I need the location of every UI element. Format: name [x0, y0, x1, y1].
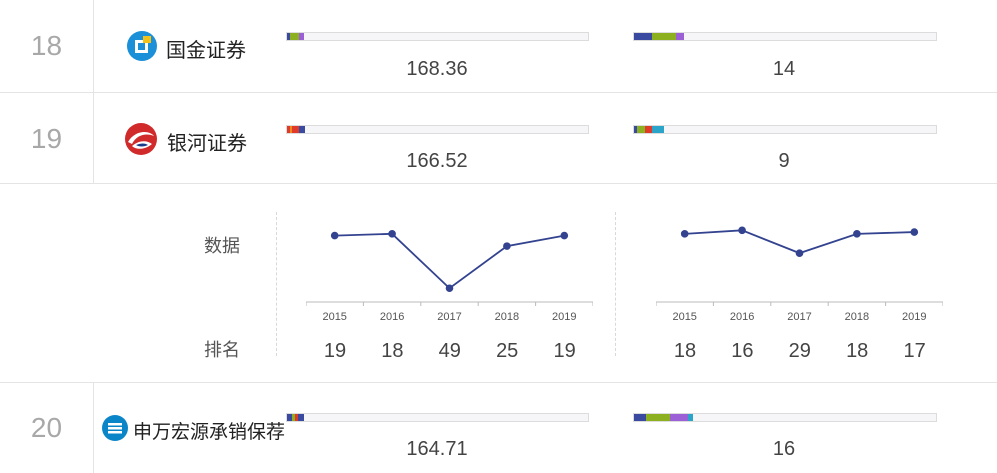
bar-segment — [652, 126, 665, 133]
bar-segment — [290, 33, 300, 40]
bar-segment — [634, 126, 638, 133]
bar-segment — [637, 126, 645, 133]
count-value: 9 — [778, 150, 790, 172]
company-name: 国金证券 — [166, 40, 246, 62]
bar-segment — [634, 33, 653, 40]
x-tick-label: 2019 — [552, 311, 576, 323]
score-bar — [286, 413, 589, 422]
yearly-rank: 49 — [438, 340, 461, 362]
x-tick-label: 2017 — [437, 311, 461, 323]
company-logo: 银河证券 — [123, 122, 247, 161]
bar-segment — [287, 33, 290, 40]
score-value: 164.71 — [406, 438, 468, 460]
bar-segment — [644, 126, 653, 133]
data-point — [330, 231, 339, 240]
x-tick-label: 2018 — [495, 311, 519, 323]
data-point — [560, 231, 569, 240]
x-tick-label: 2017 — [787, 311, 811, 323]
count-bar — [633, 125, 937, 134]
rank-number: 20 — [0, 382, 94, 473]
yearly-rank: 16 — [731, 340, 754, 362]
data-point — [795, 249, 804, 257]
guojin-logo-icon — [126, 30, 158, 67]
company-logo: 申万宏源承销保荐 — [101, 414, 285, 447]
score-value: 168.36 — [406, 58, 468, 80]
bar-segment — [290, 126, 292, 133]
score-value: 166.52 — [406, 150, 468, 172]
bar-segment — [297, 414, 304, 421]
yinhe-logo-icon — [123, 122, 159, 161]
table-row[interactable]: 19 银河证券 166.52 9 — [0, 92, 997, 184]
bar-segment — [287, 414, 292, 421]
x-tick-label: 2016 — [730, 311, 754, 323]
company-name: 申万宏源承销保荐 — [133, 422, 286, 443]
yearly-rank: 19 — [323, 340, 347, 362]
bar-segment — [688, 414, 693, 421]
bar-segment — [294, 414, 298, 421]
rank-row-2: 18 16 29 18 17 — [656, 340, 946, 370]
trend-chart-1: 2015 2016 2017 2018 2019 — [306, 230, 593, 323]
x-tick-label: 2018 — [845, 311, 869, 323]
company-name: 银河证券 — [167, 133, 247, 155]
yearly-rank: 29 — [788, 340, 811, 362]
data-label: 数据 — [204, 236, 240, 256]
trend-chart-2: 2015 2016 2017 2018 2019 — [656, 226, 943, 323]
bar-segment — [646, 414, 671, 421]
x-tick-label: 2015 — [322, 311, 346, 323]
divider — [276, 212, 277, 356]
x-tick-label: 2016 — [380, 311, 404, 323]
bar-segment — [299, 33, 304, 40]
count-bar — [633, 32, 937, 41]
score-bar — [286, 32, 589, 41]
x-tick-label: 2019 — [902, 311, 926, 323]
rank-number: 19 — [0, 93, 94, 184]
bar-segment — [670, 414, 689, 421]
yearly-rank: 18 — [673, 340, 697, 362]
score-bar — [286, 125, 589, 134]
rank-row-1: 19 18 49 25 19 — [306, 340, 596, 370]
yearly-rank: 18 — [381, 340, 404, 362]
company-logo: 国金证券 — [126, 30, 246, 67]
rank-number: 18 — [0, 0, 94, 92]
data-point — [910, 228, 919, 236]
data-point — [445, 284, 454, 293]
count-value: 14 — [772, 58, 796, 80]
bar-segment — [634, 414, 647, 421]
x-tick-label: 2015 — [672, 311, 696, 323]
count-value: 16 — [772, 438, 796, 460]
count-bar — [633, 413, 937, 422]
shenwan-logo-icon — [101, 414, 129, 447]
bar-segment — [652, 33, 677, 40]
data-point — [503, 242, 511, 250]
series-line — [334, 232, 565, 290]
bar-segment — [291, 414, 295, 421]
rank-label: 排名 — [204, 340, 240, 360]
divider — [0, 382, 997, 383]
divider — [615, 212, 616, 356]
yearly-rank: 18 — [846, 340, 869, 362]
bar-segment — [287, 126, 290, 133]
yearly-rank: 19 — [553, 340, 576, 362]
bar-segment — [676, 33, 684, 40]
detail-panel: 数据 排名 2015 2016 2017 2018 2019 2015 2016 2017 2… — [0, 183, 997, 383]
table-row[interactable]: 20 申万宏源承销保荐 164.71 16 — [0, 382, 997, 473]
yearly-rank: 25 — [496, 340, 519, 362]
data-point — [388, 230, 396, 238]
data-point — [680, 230, 689, 238]
data-point — [738, 226, 746, 235]
yearly-rank: 17 — [903, 340, 926, 362]
bar-segment — [291, 126, 300, 133]
bar-segment — [299, 126, 306, 133]
table-row[interactable]: 18 国金证券 168.36 14 — [0, 0, 997, 92]
data-point — [853, 230, 861, 238]
